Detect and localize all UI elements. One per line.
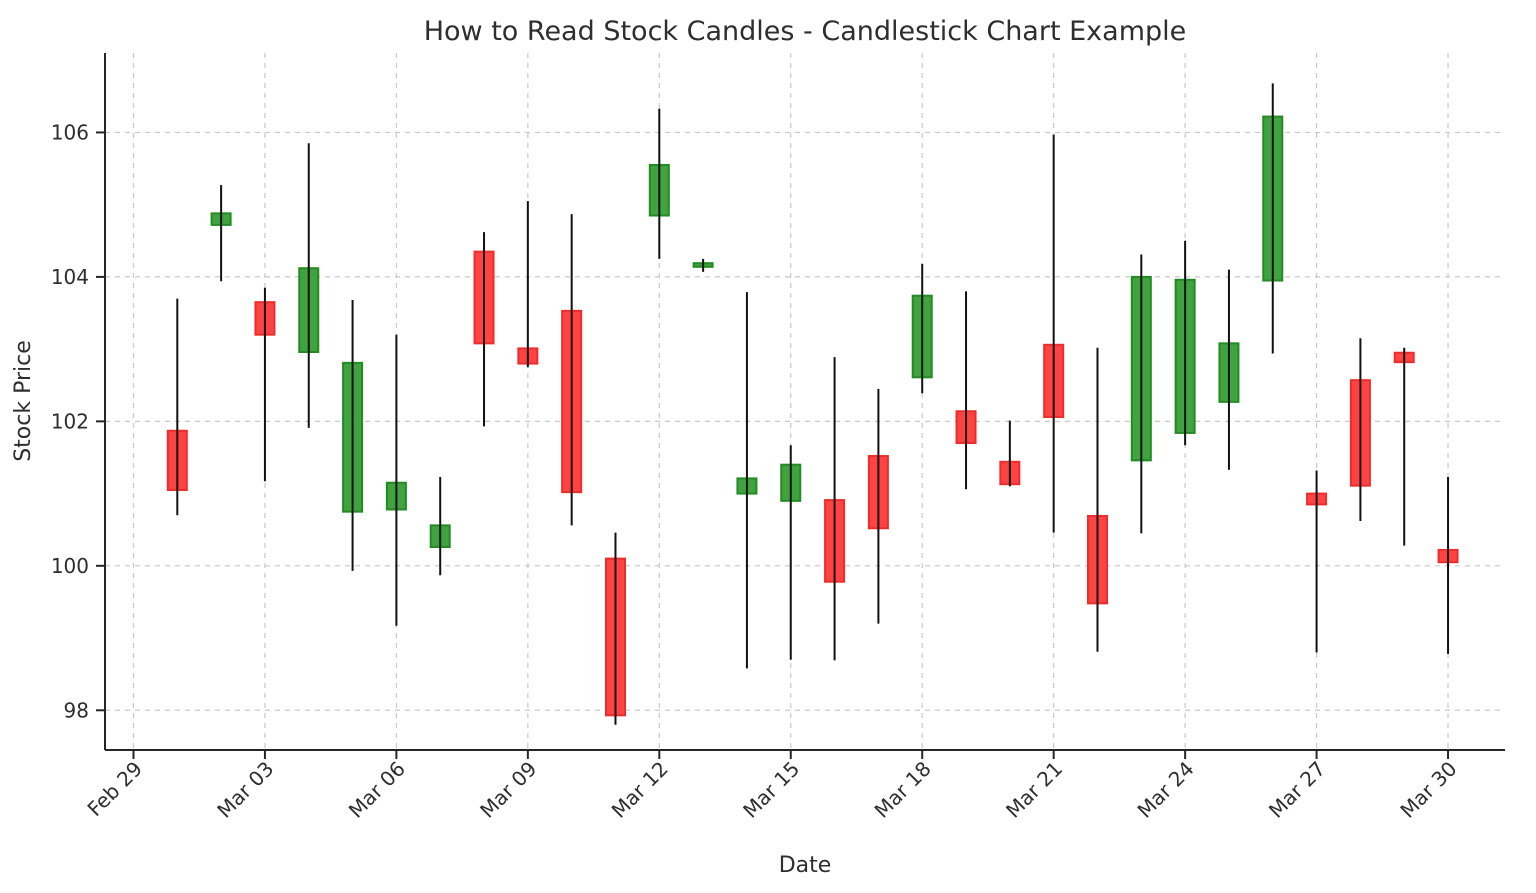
candle-mar-12 xyxy=(648,108,670,259)
y-tick-label: 98 xyxy=(64,698,89,722)
x-tick-label: Feb 29 xyxy=(83,757,148,822)
candle-mar-09 xyxy=(517,201,539,368)
candle-mar-06 xyxy=(385,334,407,626)
candle-mar-16 xyxy=(824,357,846,661)
x-tick-label: Mar 27 xyxy=(1264,757,1330,823)
candle-mar-29 xyxy=(1393,347,1415,546)
candle-layer xyxy=(166,83,1459,725)
chart-title: How to Read Stock Candles - Candlestick … xyxy=(424,16,1187,47)
candle-mar-26 xyxy=(1262,83,1284,354)
x-tick-label: Mar 12 xyxy=(607,757,673,823)
candle-mar-28 xyxy=(1349,338,1371,522)
x-tick-label: Mar 15 xyxy=(738,757,804,823)
candle-mar-05 xyxy=(342,300,364,571)
x-tick-label: Mar 24 xyxy=(1133,757,1199,823)
candle-mar-17 xyxy=(867,388,889,624)
y-axis-label: Stock Price xyxy=(11,340,36,462)
candle-mar-20 xyxy=(999,420,1021,487)
candle-mar-08 xyxy=(473,232,495,427)
axis-layer: 98 100 102 104 106 Feb 29 Mar 03 Mar 06 Mar 09 Ma… xyxy=(51,53,1505,823)
x-tick-label: Mar 03 xyxy=(212,757,278,823)
candle-mar-27 xyxy=(1306,470,1328,653)
candle-mar-21 xyxy=(1043,134,1065,533)
x-tick-label: Mar 06 xyxy=(344,757,410,823)
y-tick-label: 104 xyxy=(51,265,89,289)
candle-mar-18 xyxy=(911,263,933,394)
candle-mar-25 xyxy=(1218,269,1240,470)
candle-mar-30 xyxy=(1437,476,1459,654)
candle-mar-10 xyxy=(561,214,583,526)
y-tick-label: 102 xyxy=(51,409,89,433)
candle-mar-24 xyxy=(1174,240,1196,446)
candle-mar-11 xyxy=(604,532,626,725)
candle-mar-02 xyxy=(210,185,232,282)
candle-mar-04 xyxy=(298,143,320,428)
x-tick-label: Mar 18 xyxy=(870,757,936,823)
x-tick-label: Mar 30 xyxy=(1395,757,1461,823)
candle-mar-14 xyxy=(736,292,758,669)
candle-mar-23 xyxy=(1130,254,1152,534)
grid-layer xyxy=(105,53,1505,750)
x-tick-label: Mar 09 xyxy=(475,757,541,823)
x-tick-label: Mar 21 xyxy=(1001,757,1067,823)
candle-mar-22 xyxy=(1086,347,1108,652)
candle-mar-07 xyxy=(429,476,451,576)
candle-mar-15 xyxy=(780,445,802,660)
candle-mar-19 xyxy=(955,291,977,490)
y-tick-label: 100 xyxy=(51,554,89,578)
candle-mar-03 xyxy=(254,287,276,482)
y-tick-label: 106 xyxy=(51,120,89,144)
candle-mar-13 xyxy=(692,258,714,272)
candle-mar-01 xyxy=(166,298,188,516)
x-axis-label: Date xyxy=(779,853,832,878)
